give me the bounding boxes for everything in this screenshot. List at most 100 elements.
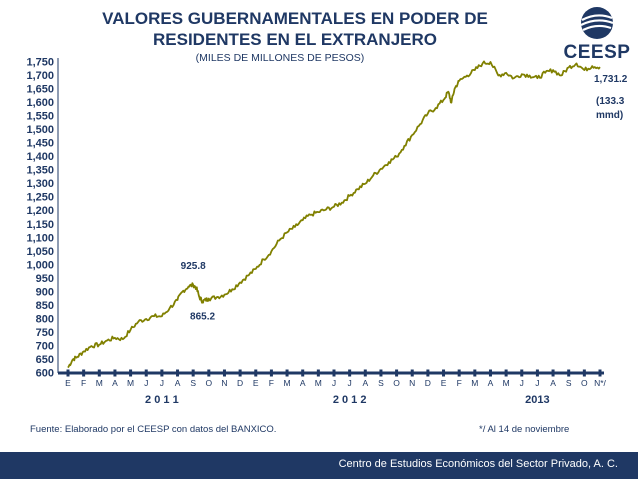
x-tick-mark	[348, 369, 352, 377]
x-tick-label: A	[488, 378, 494, 388]
x-tick-label: J	[144, 378, 148, 388]
data-label: 865.2	[190, 311, 215, 322]
x-tick-label: F	[81, 378, 86, 388]
chart-subtitle: (MILES DE MILLONES DE PESOS)	[195, 52, 365, 64]
chart-title-line-2: RESIDENTES EN EL EXTRANJERO	[152, 30, 438, 49]
x-tick-mark	[395, 369, 399, 377]
x-tick-label: M	[471, 378, 478, 388]
x-tick-mark	[97, 369, 101, 377]
x-tick-mark	[410, 369, 414, 377]
x-tick-label: S	[378, 378, 384, 388]
x-tick-mark	[598, 369, 602, 377]
chart-title: VALORES GUBERNAMENTALES EN PODER DE RESI…	[60, 8, 530, 50]
x-tick-mark	[144, 369, 148, 377]
y-tick-label: 1,450	[26, 138, 54, 150]
x-tick-mark	[66, 369, 70, 377]
x-tick-label: E	[441, 378, 447, 388]
y-tick-label: 1,300	[26, 178, 54, 190]
y-tick-label: 1,700	[26, 70, 54, 82]
chart-title-line-1: VALORES GUBERNAMENTALES EN PODER DE	[102, 9, 488, 28]
x-tick-mark	[316, 369, 320, 377]
organization-name: Centro de Estudios Económicos del Sector…	[338, 458, 618, 470]
x-tick-mark	[520, 369, 524, 377]
x-tick-label: N*/	[594, 378, 606, 388]
x-tick-label: J	[160, 378, 164, 388]
x-tick-mark	[285, 369, 289, 377]
x-tick-mark	[191, 369, 195, 377]
x-tick-label: S	[566, 378, 572, 388]
y-tick-label: 1,200	[26, 205, 54, 217]
x-tick-mark	[113, 369, 117, 377]
x-tick-mark	[254, 369, 258, 377]
x-tick-label: A	[300, 378, 306, 388]
x-tick-mark	[488, 369, 492, 377]
data-label: (133.3	[596, 96, 625, 107]
y-tick-label: 800	[36, 313, 54, 325]
y-tick-label: 600	[36, 368, 54, 380]
x-tick-label: N	[409, 378, 415, 388]
year-label: 2 0 1 1	[145, 394, 179, 406]
y-tick-label: 1,000	[26, 259, 54, 271]
x-tick-mark	[129, 369, 133, 377]
y-tick-label: 1,400	[26, 151, 54, 163]
year-label: 2013	[525, 394, 549, 406]
y-tick-label: 700	[36, 340, 54, 352]
x-tick-mark	[442, 369, 446, 377]
x-tick-label: M	[127, 378, 134, 388]
x-tick-mark	[582, 369, 586, 377]
x-tick-mark	[504, 369, 508, 377]
y-tick-label: 1,750	[26, 57, 54, 69]
x-tick-label: A	[550, 378, 556, 388]
data-label: 925.8	[181, 261, 206, 272]
x-tick-mark	[379, 369, 383, 377]
y-tick-label: 1,250	[26, 192, 54, 204]
x-tick-label: N	[221, 378, 227, 388]
x-tick-label: D	[237, 378, 243, 388]
x-tick-label: M	[503, 378, 510, 388]
x-tick-label: F	[457, 378, 462, 388]
x-tick-mark	[269, 369, 273, 377]
x-tick-label: O	[581, 378, 588, 388]
x-tick-label: M	[315, 378, 322, 388]
data-label: mmd)	[596, 110, 623, 121]
x-tick-label: A	[112, 378, 118, 388]
x-tick-label: J	[332, 378, 336, 388]
y-tick-label: 900	[36, 286, 54, 298]
x-tick-label: M	[284, 378, 291, 388]
x-tick-mark	[363, 369, 367, 377]
x-tick-mark	[301, 369, 305, 377]
x-tick-mark	[207, 369, 211, 377]
date-note: */ Al 14 de noviembre	[479, 424, 570, 435]
x-tick-label: J	[348, 378, 352, 388]
x-tick-mark	[457, 369, 461, 377]
x-tick-label: A	[175, 378, 181, 388]
x-tick-mark	[332, 369, 336, 377]
x-tick-mark	[82, 369, 86, 377]
y-tick-label: 1,350	[26, 165, 54, 177]
x-tick-mark	[535, 369, 539, 377]
data-line	[67, 60, 601, 369]
x-tick-label: E	[65, 378, 71, 388]
x-tick-mark	[238, 369, 242, 377]
x-tick-label: A	[362, 378, 368, 388]
y-tick-label: 950	[36, 273, 54, 285]
y-tick-label: 750	[36, 327, 54, 339]
y-tick-label: 1,550	[26, 111, 54, 123]
line-chart: 6006507007508008509009501,0001,0501,1001…	[26, 57, 628, 407]
y-tick-label: 650	[36, 354, 54, 366]
x-tick-label: E	[253, 378, 259, 388]
data-label: 1,731.2	[594, 74, 628, 85]
x-tick-label: S	[190, 378, 196, 388]
x-tick-mark	[567, 369, 571, 377]
ceesp-logo: CEESP	[560, 6, 634, 66]
y-tick-label: 850	[36, 300, 54, 312]
x-tick-mark	[473, 369, 477, 377]
x-tick-mark	[426, 369, 430, 377]
year-label: 2 0 1 2	[333, 394, 367, 406]
y-tick-label: 1,650	[26, 84, 54, 96]
x-tick-label: M	[96, 378, 103, 388]
x-tick-mark	[551, 369, 555, 377]
x-tick-mark	[176, 369, 180, 377]
source-note: Fuente: Elaborado por el CEESP con datos…	[30, 424, 277, 435]
x-tick-label: O	[206, 378, 213, 388]
